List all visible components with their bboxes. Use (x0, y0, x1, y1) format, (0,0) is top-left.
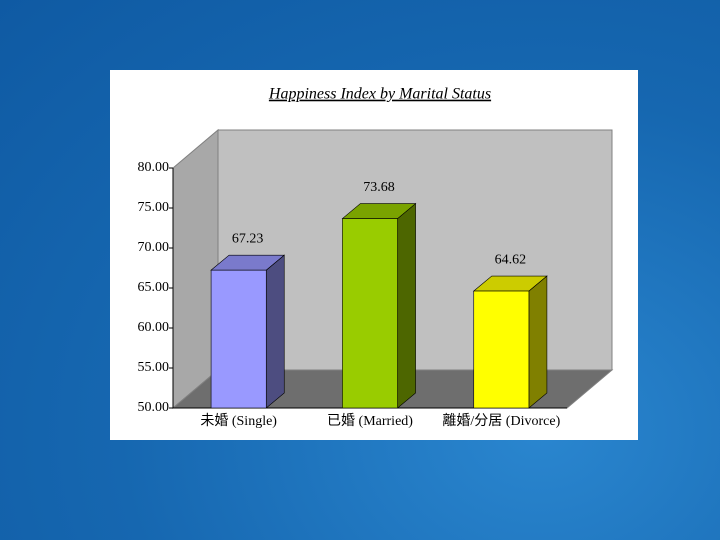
y-tick-label: 75.00 (138, 200, 170, 215)
value-label: 67.23 (232, 231, 264, 246)
chart-title: Happiness Index by Marital Status (268, 86, 491, 103)
y-tick-label: 50.00 (138, 400, 170, 415)
y-tick-label: 80.00 (138, 160, 170, 175)
value-label: 64.62 (495, 252, 527, 267)
x-tick-label: 未婚 (Single) (200, 413, 277, 429)
y-tick-label: 60.00 (138, 320, 170, 335)
y-tick-label: 55.00 (138, 360, 170, 375)
bar (342, 218, 398, 409)
bar (473, 290, 530, 409)
bar (210, 269, 267, 409)
bar-side (528, 275, 548, 409)
bar-side (397, 202, 416, 409)
value-label: 73.68 (363, 180, 395, 195)
x-tick-label: 離婚/分居 (Divorce) (442, 412, 560, 429)
x-tick-label: 已婚 (Married) (327, 413, 413, 429)
bar-side (265, 254, 285, 409)
y-tick-label: 70.00 (138, 240, 170, 255)
y-tick-label: 65.00 (138, 280, 170, 295)
